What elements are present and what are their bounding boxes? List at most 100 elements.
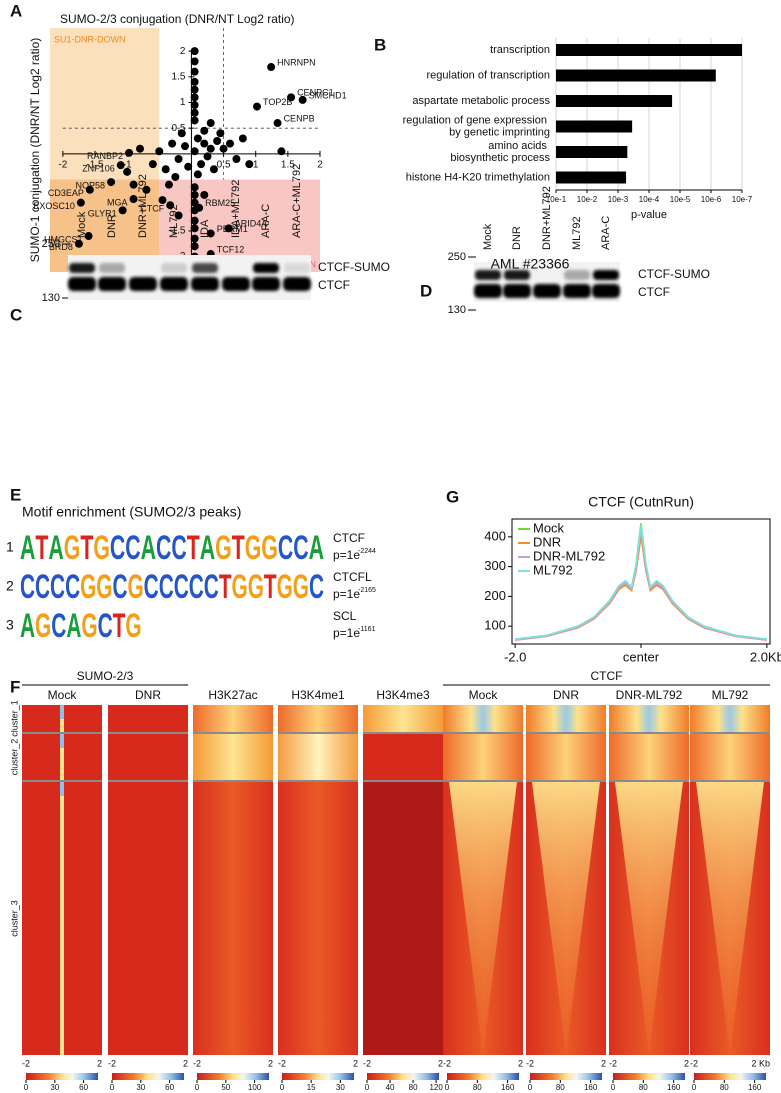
band (129, 277, 157, 291)
cluster-separator (443, 732, 523, 734)
point-label: TOP2B (263, 97, 292, 107)
colorbar-tick-label: 60 (165, 1083, 174, 1092)
point (168, 139, 177, 148)
band (98, 277, 126, 291)
labeled-point (224, 224, 233, 233)
point (184, 162, 193, 171)
x-tick-label: -1 (123, 159, 132, 170)
colorbar-tick-label: 0 (365, 1083, 370, 1092)
colorbar-tick-label: 120 (429, 1083, 443, 1092)
region-label: SU1-DNR-DOWN (54, 34, 126, 44)
marker-label: 130 (448, 304, 466, 316)
labeled-point (273, 119, 282, 128)
cluster-separator (108, 780, 188, 782)
colorbar-tick-label: 50 (221, 1083, 230, 1092)
band (68, 277, 96, 291)
colorbar-tick-label: 160 (584, 1083, 598, 1092)
point (190, 101, 199, 110)
point (216, 129, 225, 138)
heatmap-signal (60, 705, 64, 1055)
colorbar-tick-label: 60 (79, 1083, 88, 1092)
cluster-separator (690, 732, 770, 734)
band (99, 263, 125, 273)
point (238, 134, 247, 143)
colorbar-tick-label: 0 (611, 1083, 616, 1092)
x-tick-label: -2 (690, 1058, 698, 1068)
heatmap-signal (60, 734, 64, 748)
motif-p-exponent: -2244 (358, 548, 376, 555)
heatmap-cluster (363, 705, 443, 732)
motif-index: 1 (6, 539, 14, 555)
lane-label: ARA-C+ML792 (291, 164, 303, 238)
point-label: EXOSC10 (33, 201, 75, 211)
band (69, 263, 95, 273)
labeled-point (118, 206, 127, 215)
point-label: MGA (107, 197, 128, 207)
labeled-point (298, 95, 307, 104)
x-tick-label: -2 (443, 1058, 451, 1068)
x-tick-label: 10e-1 (546, 195, 567, 204)
cluster-label: cluster_2 (9, 739, 19, 776)
labeled-point (74, 239, 83, 248)
band (563, 284, 591, 298)
column-label: H3K27ac (208, 688, 257, 702)
x-tick-label: 10e-7 (732, 195, 753, 204)
colorbar (112, 1073, 184, 1080)
cluster-label: cluster_1 (9, 700, 19, 737)
point (193, 134, 202, 143)
point (197, 160, 206, 169)
heatmap-cluster (278, 734, 358, 780)
category-label: aspartate metabolic process (412, 95, 550, 107)
colorbar-tick-label: 80 (720, 1083, 729, 1092)
band (191, 277, 219, 291)
labeled-point (116, 161, 125, 170)
lane-label: DNR (106, 214, 118, 238)
point (190, 93, 199, 102)
colorbar-tick-label: 15 (307, 1083, 316, 1092)
x-tick-label: 2 (601, 1058, 606, 1068)
motif-logo: CCCCGGCGCCCCCTGGTGGC (20, 567, 324, 605)
point (190, 190, 199, 199)
x-tick-label: -2 (526, 1058, 534, 1068)
motif-name: CTCFL (333, 570, 372, 584)
point (213, 137, 222, 146)
heatmap-cluster (690, 705, 770, 732)
point (190, 147, 199, 156)
category-label: transcription (490, 44, 550, 56)
y-tick-label: 1 (180, 97, 186, 108)
point-label: HMGCS1 (44, 234, 83, 244)
point (200, 190, 209, 199)
cluster-separator (443, 780, 523, 782)
panel-letter: G (446, 487, 459, 506)
band-label: CTCF-SUMO (318, 260, 390, 274)
x-tick-label: -2 (609, 1058, 617, 1068)
colorbar-tick-label: 80 (556, 1083, 565, 1092)
line-series (514, 524, 768, 641)
x-tick-label: -2 (363, 1058, 371, 1068)
x-tick-label: 2 (353, 1058, 358, 1068)
point-label: ZNF106 (82, 164, 115, 174)
x-tick-label: 1.5 (281, 159, 295, 170)
x-tick-label: -2 (58, 159, 67, 170)
blot-title: AML #23366 (491, 256, 570, 272)
point-label: RANBP2 (87, 151, 123, 161)
colorbar (694, 1073, 766, 1080)
bar (556, 146, 628, 158)
heatmap-cluster (193, 705, 273, 732)
point (206, 119, 215, 128)
band (161, 263, 187, 273)
lane-label: IDA+ML792 (230, 180, 242, 238)
cluster-separator (526, 732, 606, 734)
band-label: CTCF (318, 278, 350, 292)
point (232, 154, 241, 163)
colorbar-tick-label: 80 (409, 1083, 418, 1092)
colorbar (447, 1073, 519, 1080)
y-tick-label: 0.5 (172, 123, 186, 134)
heatmap-cluster (193, 734, 273, 780)
band-label: CTCF-SUMO (638, 267, 710, 281)
motif-logo: ATAGTGCCACCTAGTGGCCA (20, 528, 324, 566)
labeled-point (129, 195, 138, 204)
point (190, 224, 199, 233)
labeled-point (253, 102, 261, 111)
x-tick-label: 2 (97, 1058, 102, 1068)
